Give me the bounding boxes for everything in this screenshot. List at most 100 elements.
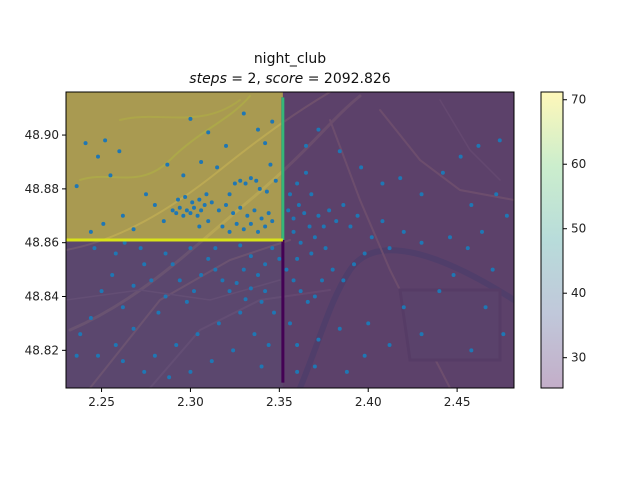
data-point: [184, 299, 189, 304]
data-point: [161, 219, 166, 224]
data-point: [238, 310, 243, 315]
data-point: [142, 369, 147, 374]
data-point: [387, 246, 392, 251]
data-point: [451, 272, 456, 277]
data-point: [362, 251, 367, 256]
data-point: [224, 143, 228, 148]
data-point: [286, 208, 291, 213]
data-point: [122, 240, 127, 245]
colorbar-tick-label: 60: [571, 157, 586, 171]
data-point: [341, 203, 346, 208]
data-point: [216, 321, 221, 326]
colorbar: [541, 92, 563, 388]
data-point: [309, 251, 314, 256]
data-point: [113, 251, 118, 256]
region-south-west: [66, 240, 283, 388]
data-point: [355, 213, 360, 218]
data-point: [273, 178, 278, 183]
region-east: [282, 92, 514, 388]
region-layer: [66, 92, 514, 388]
data-point: [197, 197, 202, 202]
data-point: [263, 224, 268, 229]
data-point: [216, 208, 221, 213]
data-point: [206, 130, 211, 135]
data-point: [312, 294, 317, 299]
data-point: [321, 224, 326, 229]
y-tick-label: 48.88: [25, 182, 59, 196]
data-point: [254, 178, 259, 183]
data-point: [192, 205, 196, 210]
data-point: [243, 181, 248, 186]
colorbar-axis: 30 40 50 60 70: [563, 93, 586, 365]
data-point: [480, 229, 484, 234]
data-point: [163, 294, 168, 299]
data-point: [176, 197, 180, 202]
data-point: [215, 165, 220, 170]
data-point: [494, 192, 499, 197]
data-point: [220, 278, 225, 283]
y-axis: 48.82 48.84 48.86 48.88 48.90: [25, 128, 66, 357]
data-point: [99, 289, 104, 294]
data-point: [227, 229, 232, 234]
data-point: [448, 235, 452, 240]
data-point: [78, 332, 83, 337]
x-tick-label: 2.45: [444, 395, 471, 409]
data-point: [96, 154, 100, 159]
data-point: [344, 369, 349, 374]
data-point: [252, 208, 257, 213]
data-point: [337, 326, 342, 331]
data-point: [419, 332, 424, 337]
data-point: [419, 192, 424, 197]
data-point: [174, 211, 179, 216]
plot-frame: [65, 91, 515, 389]
data-point: [188, 369, 193, 374]
data-point: [238, 205, 243, 210]
data-point: [238, 178, 243, 183]
data-point: [380, 181, 385, 186]
data-point: [291, 278, 296, 283]
data-point: [362, 353, 367, 358]
data-point: [312, 364, 317, 369]
data-point: [243, 297, 248, 302]
data-point: [465, 246, 470, 251]
data-point: [190, 200, 195, 205]
data-point: [138, 246, 143, 251]
colorbar-tick-label: 40: [571, 286, 586, 300]
data-point: [263, 289, 268, 294]
data-point: [199, 208, 204, 213]
data-point: [131, 326, 136, 331]
data-point: [288, 321, 292, 326]
y-tick-label: 48.90: [25, 128, 59, 142]
data-point: [398, 176, 403, 181]
data-point: [234, 281, 239, 286]
data-point: [259, 299, 264, 304]
data-point: [177, 278, 182, 283]
data-point: [101, 221, 106, 226]
data-point: [241, 267, 246, 272]
data-point: [295, 369, 300, 374]
colorbar-tick-label: 70: [571, 93, 586, 107]
data-point: [165, 162, 170, 167]
data-point: [380, 219, 385, 224]
data-point: [170, 262, 175, 267]
data-point: [195, 332, 200, 337]
data-point: [204, 192, 209, 197]
data-point: [170, 208, 175, 213]
data-point: [167, 375, 172, 380]
data-point: [202, 203, 207, 208]
data-point: [501, 332, 506, 337]
data-point: [209, 359, 214, 364]
data-point: [88, 316, 93, 321]
data-point: [181, 173, 186, 178]
data-point: [469, 203, 474, 208]
data-point: [92, 246, 97, 251]
data-point: [264, 189, 269, 194]
data-point: [188, 211, 193, 216]
data-point: [184, 208, 189, 213]
x-axis: 2.25 2.30 2.35 2.40 2.45: [88, 388, 470, 409]
data-point: [152, 203, 157, 208]
data-point: [117, 149, 122, 154]
steps-value: 2: [248, 71, 257, 87]
data-point: [295, 256, 300, 261]
